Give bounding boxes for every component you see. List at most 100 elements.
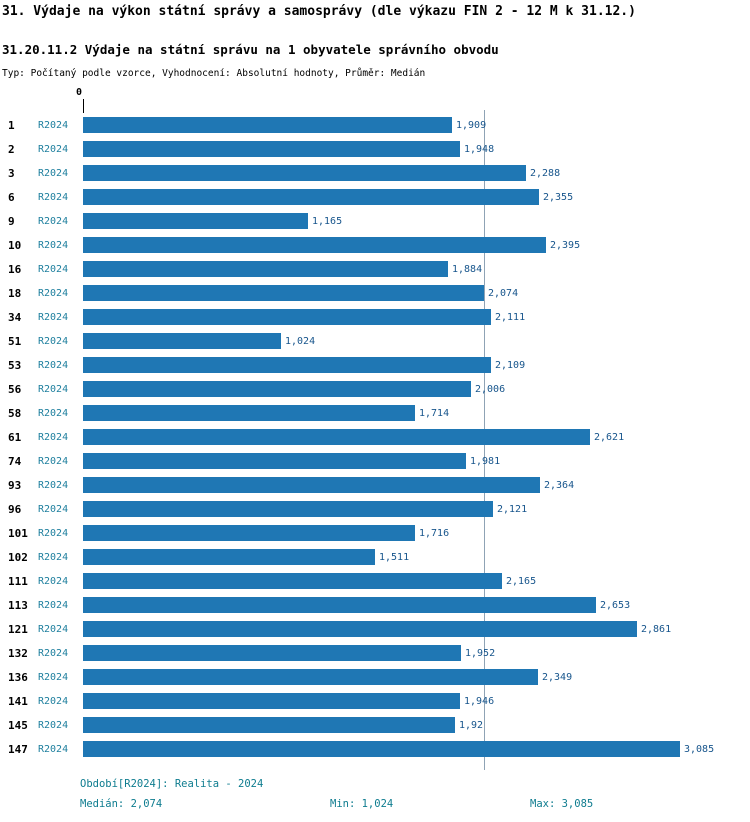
bar [83,189,539,205]
bar-value-label: 2,165 [506,575,537,587]
row-id: 74 [8,454,22,468]
chart-row: 101 R2024 1,716 [0,521,750,545]
row-series-label: R2024 [38,623,69,635]
chart-row: 3 R2024 2,288 [0,161,750,185]
bar [83,453,466,469]
row-bar-area: 1,511 [83,545,750,569]
bar-value-label: 2,006 [475,383,506,395]
row-bar-area: 1,946 [83,689,750,713]
bar-value-label: 2,349 [542,671,573,683]
bar-value-label: 2,364 [544,479,575,491]
chart-row: 58 R2024 1,714 [0,401,750,425]
min-stat: Min: 1,024 [330,798,394,810]
chart-row: 132 R2024 1,952 [0,641,750,665]
bar [83,237,546,253]
row-id: 3 [8,166,15,180]
row-series-label: R2024 [38,503,69,515]
row-id: 18 [8,286,22,300]
row-series-label: R2024 [38,695,69,707]
row-id: 132 [8,646,28,660]
row-id: 61 [8,430,22,444]
bar [83,573,502,589]
bar-value-label: 1,024 [285,335,316,347]
page-title: 31. Výdaje na výkon státní správy a samo… [2,4,636,19]
bar [83,405,415,421]
chart-row: 18 R2024 2,074 [0,281,750,305]
row-bar-area: 2,349 [83,665,750,689]
chart-row: 2 R2024 1,948 [0,137,750,161]
row-id: 58 [8,406,22,420]
row-series-label: R2024 [38,671,69,683]
row-id: 56 [8,382,22,396]
row-series-label: R2024 [38,479,69,491]
row-series-label: R2024 [38,239,69,251]
bar-value-label: 2,395 [550,239,581,251]
chart-row: 9 R2024 1,165 [0,209,750,233]
bar [83,501,493,517]
chart-row: 51 R2024 1,024 [0,329,750,353]
row-bar-area: 2,621 [83,425,750,449]
row-bar-area: 1,165 [83,209,750,233]
chart-row: 111 R2024 2,165 [0,569,750,593]
row-bar-area: 1,884 [83,257,750,281]
row-series-label: R2024 [38,743,69,755]
chart-row: 10 R2024 2,395 [0,233,750,257]
chart-row: 6 R2024 2,355 [0,185,750,209]
bar [83,669,538,685]
bar-value-label: 1,716 [419,527,450,539]
chart-row: 53 R2024 2,109 [0,353,750,377]
bar [83,333,281,349]
chart-row: 145 R2024 1,92 [0,713,750,737]
row-id: 101 [8,526,28,540]
bar [83,165,526,181]
chart-row: 121 R2024 2,861 [0,617,750,641]
bar [83,141,460,157]
row-bar-area: 2,111 [83,305,750,329]
row-bar-area: 2,121 [83,497,750,521]
row-series-label: R2024 [38,191,69,203]
row-bar-area: 1,952 [83,641,750,665]
bar [83,309,491,325]
bar [83,381,471,397]
bar-value-label: 3,085 [684,743,715,755]
row-id: 147 [8,742,28,756]
row-series-label: R2024 [38,263,69,275]
chart-row: 113 R2024 2,653 [0,593,750,617]
chart-row: 102 R2024 1,511 [0,545,750,569]
row-series-label: R2024 [38,359,69,371]
period-label: Období[R2024]: Realita - 2024 [80,778,264,790]
row-id: 1 [8,118,15,132]
row-id: 102 [8,550,28,564]
chart-row: 136 R2024 2,349 [0,665,750,689]
row-bar-area: 3,085 [83,737,750,761]
row-id: 145 [8,718,28,732]
bar-value-label: 2,111 [495,311,526,323]
row-id: 2 [8,142,15,156]
bar-value-label: 2,121 [497,503,528,515]
bar [83,429,590,445]
row-bar-area: 2,355 [83,185,750,209]
bar [83,285,484,301]
row-series-label: R2024 [38,311,69,323]
row-bar-area: 2,165 [83,569,750,593]
row-bar-area: 1,024 [83,329,750,353]
bar [83,213,308,229]
row-series-label: R2024 [38,407,69,419]
row-id: 93 [8,478,22,492]
row-bar-area: 1,981 [83,449,750,473]
row-bar-area: 1,92 [83,713,750,737]
chart-meta: Typ: Počítaný podle vzorce, Vyhodnocení:… [2,68,426,79]
row-bar-area: 2,861 [83,617,750,641]
row-id: 113 [8,598,28,612]
row-bar-area: 2,074 [83,281,750,305]
chart-row: 141 R2024 1,946 [0,689,750,713]
chart-row: 56 R2024 2,006 [0,377,750,401]
chart-rows: 1 R2024 1,909 2 R2024 1,948 3 R2024 2,288 6 R2024 2… [0,113,750,761]
chart-row: 1 R2024 1,909 [0,113,750,137]
row-bar-area: 1,948 [83,137,750,161]
chart-row: 34 R2024 2,111 [0,305,750,329]
bar-value-label: 2,355 [543,191,574,203]
bar-value-label: 2,653 [600,599,631,611]
row-id: 16 [8,262,22,276]
